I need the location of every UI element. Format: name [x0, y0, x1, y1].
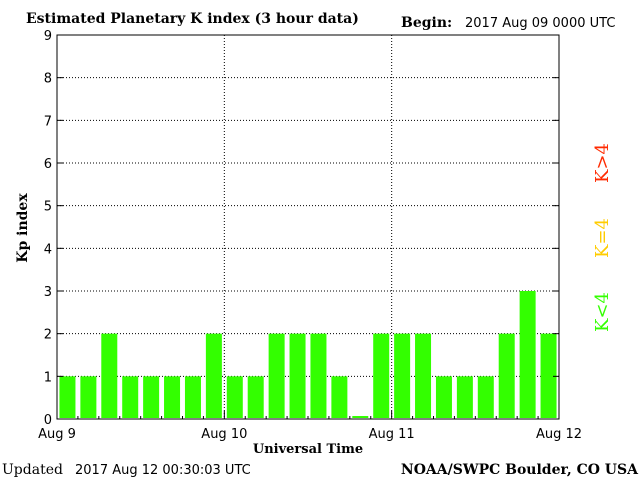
- updated-label: Updated: [2, 462, 63, 478]
- grid-lines: [57, 35, 559, 419]
- y-tick-label: 9: [44, 29, 52, 44]
- bar: [540, 333, 557, 418]
- bar: [143, 376, 160, 418]
- bar: [101, 333, 118, 418]
- bar: [373, 333, 390, 418]
- bars: [59, 291, 557, 418]
- bar: [310, 333, 327, 418]
- bar: [80, 376, 97, 418]
- bar: [247, 376, 264, 418]
- x-axis-label: Universal Time: [253, 442, 363, 457]
- bar: [519, 291, 536, 418]
- bar: [289, 333, 306, 418]
- legend-item: K=4: [592, 218, 613, 258]
- begin-label: Begin:: [401, 15, 452, 31]
- x-tick-label: Aug 12: [536, 427, 582, 442]
- bar: [164, 376, 181, 418]
- bar: [226, 376, 243, 418]
- y-tick-label: 3: [44, 285, 52, 300]
- bar: [435, 376, 452, 418]
- x-tick-label: Aug 9: [38, 427, 76, 442]
- bar: [122, 376, 139, 418]
- bar: [415, 333, 432, 418]
- bar: [184, 376, 201, 418]
- x-tick-label: Aug 10: [201, 427, 247, 442]
- bar: [456, 376, 473, 418]
- y-tick-label: 4: [44, 242, 52, 257]
- legend: K<4 K=4 K>4: [592, 143, 613, 332]
- y-tick-label: 1: [44, 370, 52, 385]
- y-tick-label: 7: [44, 114, 52, 129]
- bar: [331, 376, 348, 418]
- bar: [394, 333, 411, 418]
- bar: [205, 333, 222, 418]
- y-tick-label: 5: [44, 200, 52, 215]
- y-axis-ticks: 0 1 2 3 4 5 6 7 8 9: [44, 29, 559, 428]
- chart-title: Estimated Planetary K index (3 hour data…: [26, 11, 359, 27]
- bar: [268, 333, 285, 418]
- bar: [352, 416, 369, 418]
- x-tick-label: Aug 11: [369, 427, 415, 442]
- y-tick-label: 8: [44, 72, 52, 87]
- source-credit: NOAA/SWPC Boulder, CO USA: [401, 462, 639, 478]
- y-tick-label: 0: [44, 413, 52, 428]
- plot-area: [56, 34, 560, 420]
- legend-item: K>4: [592, 143, 613, 183]
- begin-value: 2017 Aug 09 0000 UTC: [465, 16, 615, 31]
- bar: [59, 376, 76, 418]
- y-tick-label: 2: [44, 328, 52, 343]
- bar: [477, 376, 494, 418]
- updated-value: 2017 Aug 12 00:30:03 UTC: [75, 463, 251, 478]
- y-axis-label: Kp index: [15, 193, 31, 263]
- legend-item: K<4: [592, 292, 613, 332]
- y-tick-label: 6: [44, 157, 52, 172]
- bar: [498, 333, 515, 418]
- x-axis-ticks: Aug 9 Aug 10 Aug 11 Aug 12: [38, 411, 582, 442]
